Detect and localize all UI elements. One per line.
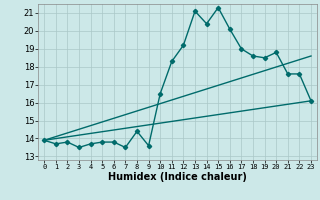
X-axis label: Humidex (Indice chaleur): Humidex (Indice chaleur) — [108, 172, 247, 182]
